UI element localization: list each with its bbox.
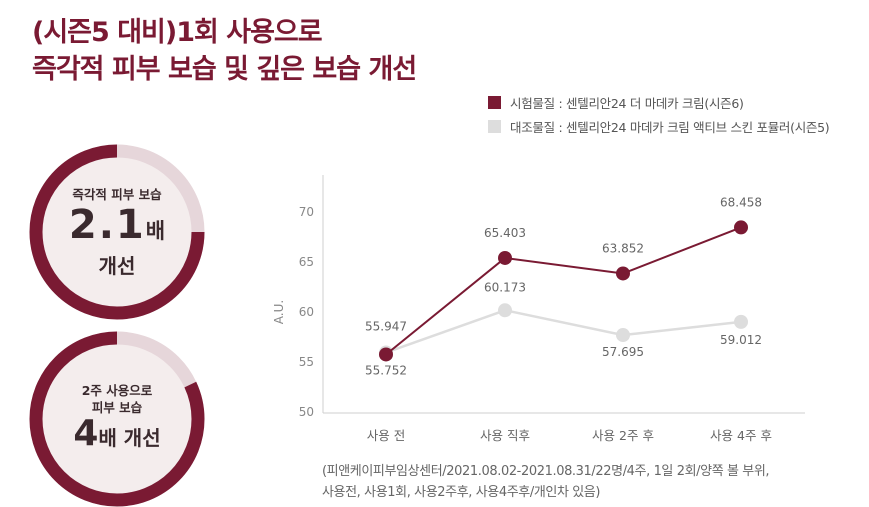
legend-item-control: 대조물질 : 센텔리안24 마데카 크림 액티브 스킨 포뮬러(시즌5) [488, 114, 830, 138]
chart-legend: 시험물질 : 센텔리안24 더 마데카 크림(시즌6) 대조물질 : 센텔리안2… [488, 90, 830, 138]
page-title: (시즌5 대비)1회 사용으로 즉각적 피부 보습 및 깊은 보습 개선 [32, 14, 417, 88]
data-point-control [616, 328, 630, 343]
series-line-test [385, 226, 742, 356]
data-label-test: 63.852 [602, 241, 644, 255]
study-footnote: (피앤케이피부임상센터/2021.08.02-2021.08.31/22명/4주… [322, 461, 770, 503]
badge-1-caption: 즉각적 피부 보습 [72, 186, 162, 202]
data-label-test: 55.752 [365, 363, 407, 377]
badge-ring-1 [29, 144, 205, 320]
data-point-test [498, 250, 512, 265]
data-point-test [734, 220, 748, 235]
data-label-test: 68.458 [720, 195, 762, 209]
data-point-test [616, 266, 630, 281]
series-line-control [385, 308, 742, 354]
legend-item-test: 시험물질 : 센텔리안24 더 마데카 크림(시즌6) [488, 90, 829, 114]
legend-swatch-test [488, 95, 501, 109]
y-tick-label: 50 [299, 405, 314, 419]
data-label-test: 65.403 [484, 226, 526, 240]
badge-1-value: 2.1 [68, 201, 146, 248]
data-point-control [734, 314, 748, 329]
footnote-line-2: 사용전, 사용1회, 사용2주후, 사용4주후/개인차 있음) [322, 485, 601, 500]
badge-1-improvement: 개선 [98, 253, 136, 278]
y-tick-label: 55 [299, 355, 314, 369]
badge-2-value: 4 [73, 413, 99, 454]
legend-swatch-control [488, 119, 501, 133]
y-axis-label: A.U. [272, 300, 286, 324]
badge-2-value-line: 4배 개선 [73, 416, 160, 456]
x-tick-label: 사용 전 [367, 428, 405, 443]
data-point-test [379, 347, 393, 362]
badge-1-value-line: 2.1배 [69, 203, 165, 253]
data-point-control [498, 303, 512, 318]
footnote-line-1: (피앤케이피부임상센터/2021.08.02-2021.08.31/22명/4주… [322, 464, 770, 479]
data-label-control: 59.012 [720, 333, 762, 347]
x-tick-label: 사용 4주 후 [710, 428, 772, 443]
badge-2-suffix: 배 개선 [98, 426, 161, 450]
y-tick-label: 60 [299, 305, 314, 319]
data-label-control: 55.947 [365, 320, 407, 334]
badge-1-unit: 배 [145, 218, 166, 243]
x-tick-label: 사용 직후 [480, 428, 530, 443]
y-tick-label: 70 [299, 205, 314, 219]
badge-2-caption-1: 2주 사용으로 [81, 383, 153, 398]
data-label-control: 60.173 [484, 280, 526, 294]
title-line-1: (시즌5 대비)1회 사용으로 [32, 17, 323, 48]
badge-two-weeks: 2주 사용으로 피부 보습 4배 개선 [29, 331, 205, 507]
title-line-2: 즉각적 피부 보습 및 깊은 보습 개선 [32, 54, 417, 85]
y-tick-label: 65 [299, 255, 314, 269]
legend-label-test: 시험물질 : 센텔리안24 더 마데카 크림(시즌6) [510, 95, 744, 111]
x-tick-label: 사용 2주 후 [592, 428, 654, 443]
badge-ring-2 [29, 331, 205, 507]
legend-label-control: 대조물질 : 센텔리안24 마데카 크림 액티브 스킨 포뮬러(시즌5) [510, 119, 830, 135]
badge-instant-moisture: 즉각적 피부 보습 2.1배 개선 [29, 144, 205, 320]
badge-2-caption-2: 피부 보습 [91, 400, 143, 415]
data-label-control: 57.695 [602, 345, 644, 359]
